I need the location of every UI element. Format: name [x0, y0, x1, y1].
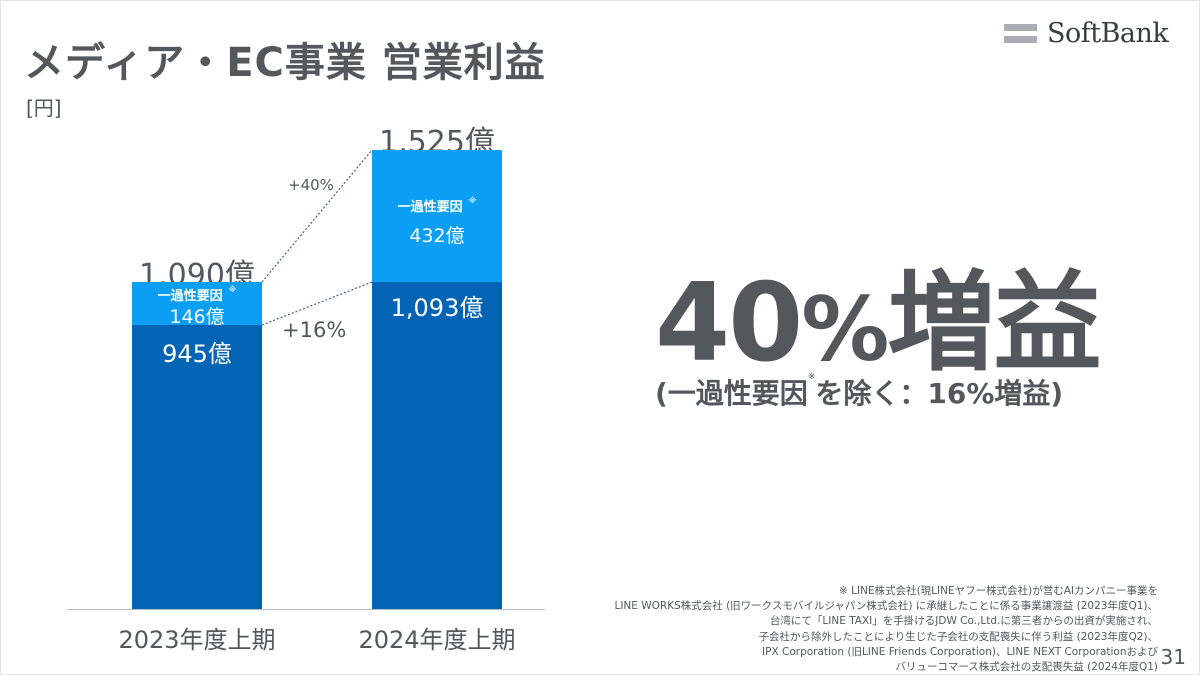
x-axis-baseline	[67, 609, 545, 610]
footnote-line: バリューコマース株式会社の支配喪失益 (2024年度Q1)	[895, 661, 1158, 674]
subline-rest: を除く：16%増益)	[815, 377, 1064, 410]
bar-segment-base-2024: 1,093億	[372, 282, 502, 609]
note-mark: ※	[468, 196, 477, 205]
one-time-value-2024: 432億	[409, 225, 465, 247]
note-mark: ※	[228, 285, 237, 294]
bar-2023: 一過性要因 ※ 146億 945億	[132, 282, 262, 609]
headline-number: 40	[655, 261, 803, 386]
headline-suffix: 増益	[887, 261, 1101, 386]
bar-segment-one-time-2024: 一過性要因 ※ 432億	[372, 150, 502, 282]
footnote-line: ※ LINE株式会社(現LINEヤフー株式会社)が営むAIカンパニー事業を	[839, 585, 1158, 597]
subline-open: (一過性要因	[655, 377, 808, 410]
bar-segment-one-time-2023: 一過性要因 ※ 146億	[132, 282, 262, 328]
x-label-2024: 2024年度上期	[358, 626, 516, 654]
slide-title: メディア・EC事業 営業利益	[24, 40, 546, 86]
footnote-line: IPX Corporation (旧LINE Friends Corporati…	[762, 645, 1158, 658]
growth-connector-lines	[261, 149, 373, 326]
growth-excl-label: +16%	[282, 318, 347, 342]
footnote-line: 子会社から除外したことにより生じた子会社の支配喪失に伴う利益 (2023年度Q2…	[758, 630, 1159, 643]
one-time-label-2023: 一過性要因	[157, 289, 223, 304]
x-label-2023: 2023年度上期	[118, 626, 276, 654]
one-time-label-2024: 一過性要因	[397, 200, 463, 215]
footnote-line: LINE WORKS株式会社 (旧ワークスモバイルジャパン株式会社) に承継した…	[614, 600, 1158, 613]
subline-excl-one-time: (一過性要因※を除く：16%増益)	[655, 372, 1063, 412]
stacked-bar-chart: 1,090億 一過性要因 ※ 146億 945億 1,525億 一過性要因 ※ 43…	[67, 125, 545, 654]
unit-label: [円]	[26, 96, 62, 120]
footnote-line: 台湾にて「LINE TAXI」を手掛けるJDW Co.,Ltd.に第三者からの出…	[769, 615, 1158, 628]
footnote: ※ LINE株式会社(現LINEヤフー株式会社)が営むAIカンパニー事業を LI…	[614, 584, 1158, 675]
headline-growth: 40%増益	[655, 236, 1101, 392]
base-value-2023: 945億	[162, 340, 232, 368]
base-value-2024: 1,093億	[390, 294, 484, 322]
subline-note-mark: ※	[807, 372, 816, 382]
growth-total-label: +40%	[288, 176, 334, 194]
bar-segment-base-2023: 945億	[132, 325, 262, 609]
logo-text: SoftBank	[1047, 18, 1169, 49]
bar-2024: 一過性要因 ※ 432億 1,093億	[372, 150, 502, 609]
one-time-value-2023: 146億	[169, 306, 225, 328]
logo-bars-icon	[1004, 24, 1037, 43]
headline-percent: %	[801, 278, 889, 381]
softbank-logo: SoftBank	[1004, 18, 1169, 49]
page-number: 31	[1160, 645, 1186, 669]
